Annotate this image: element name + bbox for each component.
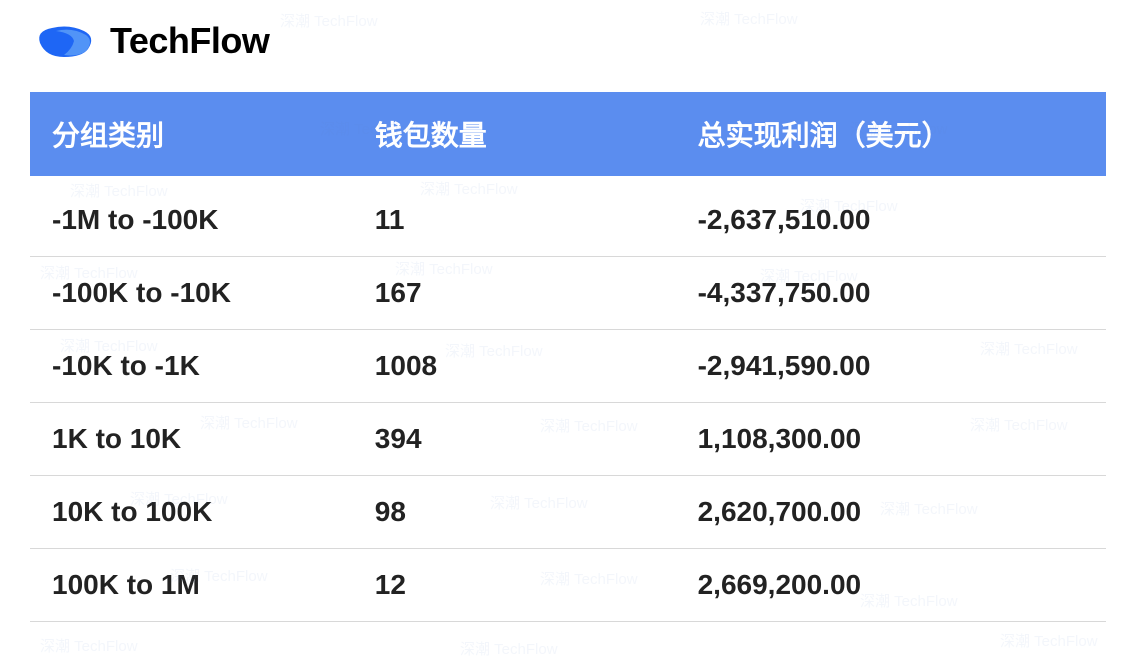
brand-name: TechFlow bbox=[110, 20, 269, 62]
table-row: 1K to 10K 394 1,108,300.00 bbox=[30, 403, 1106, 476]
col-header-group: 分组类别 bbox=[30, 92, 353, 176]
watermark-text: 深潮 TechFlow bbox=[40, 635, 138, 656]
profit-table: 分组类别 钱包数量 总实现利润（美元） -1M to -100K 11 -2,6… bbox=[30, 92, 1106, 622]
cell-profit: -2,941,590.00 bbox=[676, 330, 1106, 403]
cell-profit: -2,637,510.00 bbox=[676, 176, 1106, 257]
cell-wallets: 167 bbox=[353, 257, 676, 330]
table-row: -10K to -1K 1008 -2,941,590.00 bbox=[30, 330, 1106, 403]
watermark-text: 深潮 TechFlow bbox=[1000, 630, 1098, 651]
cell-profit: 1,108,300.00 bbox=[676, 403, 1106, 476]
table-row: 10K to 100K 98 2,620,700.00 bbox=[30, 476, 1106, 549]
cell-group: -100K to -10K bbox=[30, 257, 353, 330]
cell-profit: -4,337,750.00 bbox=[676, 257, 1106, 330]
cell-profit: 2,669,200.00 bbox=[676, 549, 1106, 622]
cell-wallets: 12 bbox=[353, 549, 676, 622]
cell-wallets: 1008 bbox=[353, 330, 676, 403]
watermark-text: 深潮 TechFlow bbox=[460, 638, 558, 659]
cell-wallets: 394 bbox=[353, 403, 676, 476]
cell-group: 10K to 100K bbox=[30, 476, 353, 549]
brand-logo-icon bbox=[34, 21, 96, 61]
col-header-profit: 总实现利润（美元） bbox=[676, 92, 1106, 176]
col-header-wallets: 钱包数量 bbox=[353, 92, 676, 176]
cell-wallets: 11 bbox=[353, 176, 676, 257]
cell-group: -1M to -100K bbox=[30, 176, 353, 257]
cell-group: 100K to 1M bbox=[30, 549, 353, 622]
brand-header: TechFlow bbox=[34, 20, 1106, 62]
cell-group: 1K to 10K bbox=[30, 403, 353, 476]
table-row: 100K to 1M 12 2,669,200.00 bbox=[30, 549, 1106, 622]
table-row: -100K to -10K 167 -4,337,750.00 bbox=[30, 257, 1106, 330]
cell-wallets: 98 bbox=[353, 476, 676, 549]
table-header-row: 分组类别 钱包数量 总实现利润（美元） bbox=[30, 92, 1106, 176]
table-row: -1M to -100K 11 -2,637,510.00 bbox=[30, 176, 1106, 257]
cell-profit: 2,620,700.00 bbox=[676, 476, 1106, 549]
cell-group: -10K to -1K bbox=[30, 330, 353, 403]
